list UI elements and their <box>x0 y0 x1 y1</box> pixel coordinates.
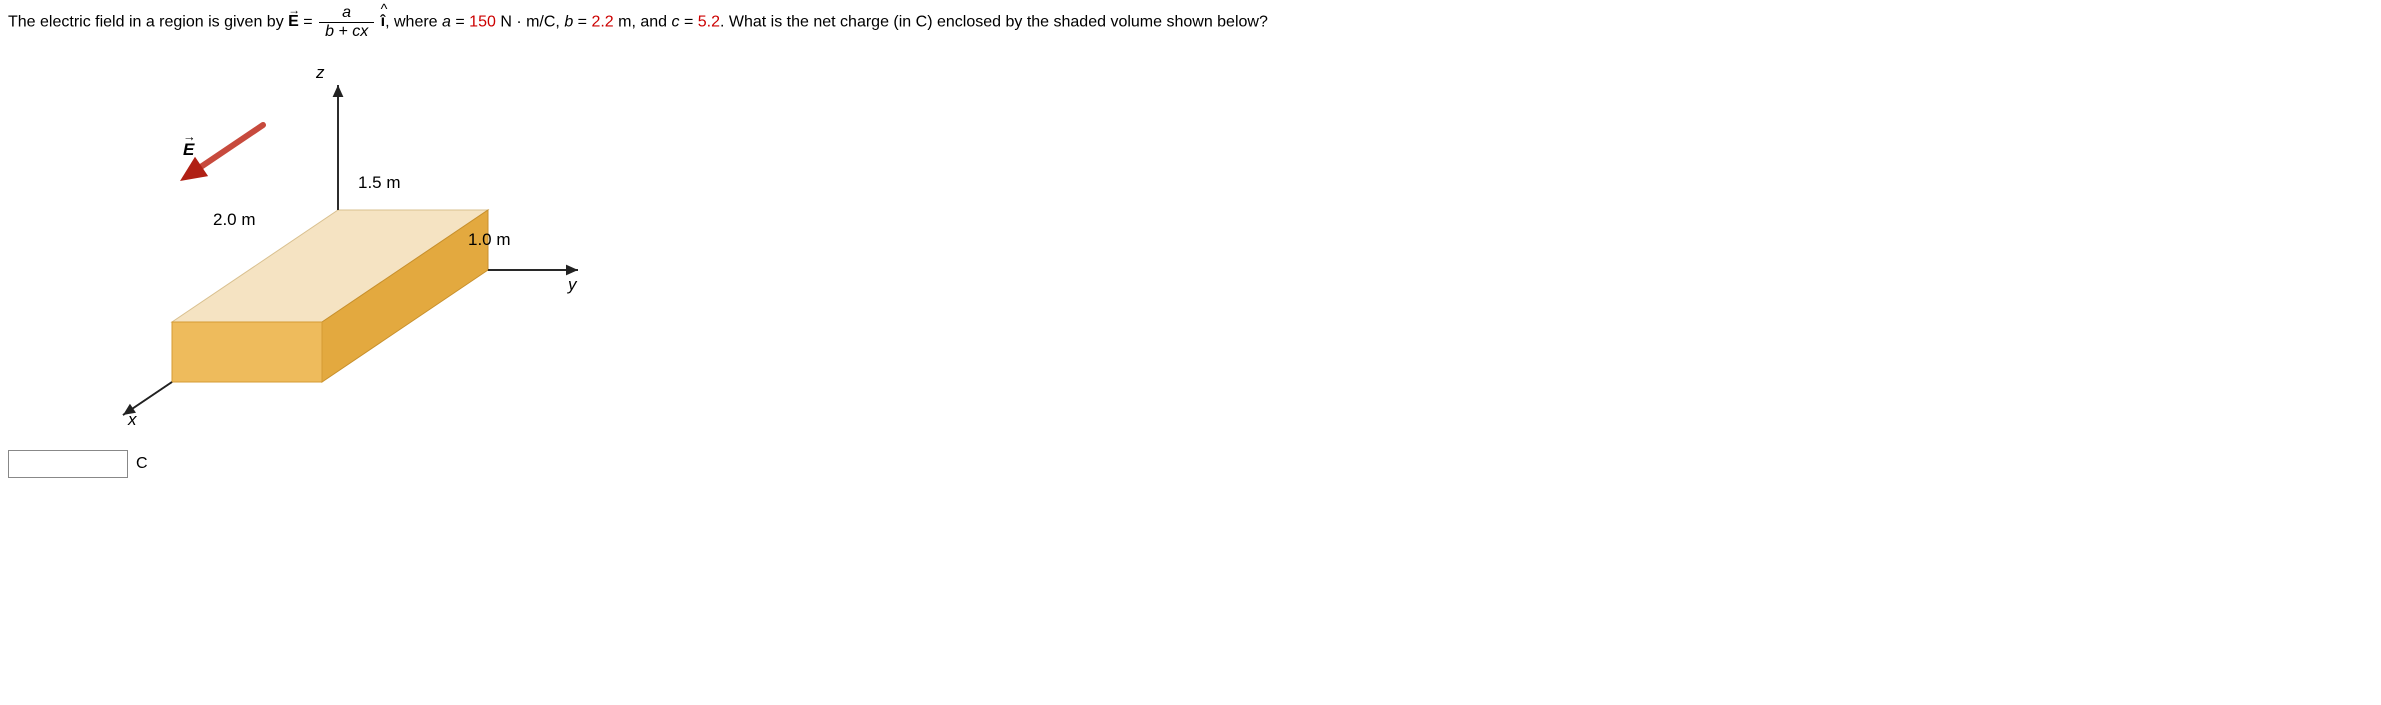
eq3: = <box>680 13 698 30</box>
answer-input[interactable] <box>8 450 128 478</box>
eq2: = <box>573 13 591 30</box>
field-label-E: E <box>183 140 194 160</box>
unit-b: m, and <box>614 13 672 30</box>
dim-label-left: 2.0 m <box>213 210 256 230</box>
text-post1: , where <box>385 13 442 30</box>
answer-row: C <box>8 450 2373 478</box>
fraction: a b + cx <box>319 4 374 40</box>
eq1: = <box>451 13 469 30</box>
val-a: 150 <box>469 13 496 30</box>
var-a: a <box>442 13 451 30</box>
text-pre: The electric field in a region is given … <box>8 13 288 30</box>
var-b: b <box>564 13 573 30</box>
problem-text: The electric field in a region is given … <box>8 4 2373 40</box>
text-post2: . What is the net charge (in C) enclosed… <box>720 13 1268 30</box>
dim-label-top: 1.5 m <box>358 173 401 193</box>
unit-a: N · m/C, <box>496 13 564 30</box>
axis-label-y: y <box>568 275 577 295</box>
axis-label-z: z <box>316 63 325 83</box>
vector-E: E <box>288 13 299 31</box>
val-c: 5.2 <box>698 13 720 30</box>
axis-label-x: x <box>128 410 137 430</box>
figure-svg <box>48 60 608 440</box>
val-b: 2.2 <box>591 13 613 30</box>
fraction-denominator: b + cx <box>319 23 374 41</box>
unit-vector-i: î <box>381 13 385 31</box>
fraction-numerator: a <box>319 4 374 23</box>
var-c: c <box>672 13 680 30</box>
figure: z y x 1.5 m 1.0 m 2.0 m E <box>48 60 608 440</box>
dim-label-right: 1.0 m <box>468 230 511 250</box>
text-equals: = <box>303 13 317 30</box>
answer-unit: C <box>136 455 148 473</box>
